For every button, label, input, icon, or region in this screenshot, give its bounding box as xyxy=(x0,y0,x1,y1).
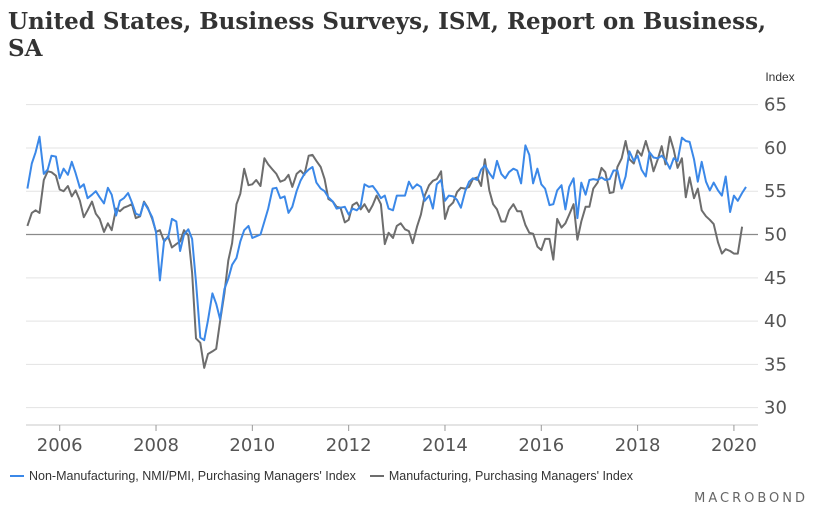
legend-swatch-gray xyxy=(369,475,384,477)
x-tick-label: 2014 xyxy=(422,435,468,456)
series-lines xyxy=(26,135,747,369)
y-tick-label: 60 xyxy=(764,138,787,159)
x-tick-label: 2010 xyxy=(229,435,275,456)
x-tick-label: 2020 xyxy=(711,435,757,456)
legend-label: Manufacturing, Purchasing Managers' Inde… xyxy=(388,469,634,483)
y-tick-label: 45 xyxy=(764,268,787,289)
y-tick-label: 55 xyxy=(764,181,787,202)
series-line-manufacturing xyxy=(26,135,744,369)
legend-label: Non-Manufacturing, NMI/PMI, Purchasing M… xyxy=(29,469,356,483)
y-tick-label: 65 xyxy=(764,95,787,116)
legend-item-non-manufacturing: Non-Manufacturing, NMI/PMI, Purchasing M… xyxy=(10,469,356,483)
legend-swatch-blue xyxy=(10,475,24,477)
grid-lines xyxy=(26,104,758,426)
y-axis-unit-label: Index xyxy=(765,70,794,84)
x-tick-label: 2016 xyxy=(518,435,564,456)
y-tick-label: 40 xyxy=(764,311,787,332)
x-axis-ticks: 2006 2008 2010 2012 2014 2016 2018 2020 xyxy=(37,425,757,456)
y-tick-label: 50 xyxy=(764,225,787,246)
legend: Non-Manufacturing, NMI/PMI, Purchasing M… xyxy=(10,469,647,483)
legend-item-manufacturing: Manufacturing, Purchasing Managers' Inde… xyxy=(369,469,634,483)
x-tick-label: 2018 xyxy=(615,435,661,456)
y-axis-ticks: 30 35 40 45 50 55 60 65 xyxy=(764,95,787,419)
macrobond-logo: MACROBOND xyxy=(694,491,808,506)
y-tick-label: 35 xyxy=(764,354,787,375)
x-tick-label: 2006 xyxy=(37,435,83,456)
x-tick-label: 2012 xyxy=(326,435,372,456)
x-tick-label: 2008 xyxy=(133,435,179,456)
y-tick-label: 30 xyxy=(764,398,787,419)
series-line-non-manufacturing xyxy=(26,135,747,342)
chart-title: United States, Business Surveys, ISM, Re… xyxy=(8,8,767,62)
